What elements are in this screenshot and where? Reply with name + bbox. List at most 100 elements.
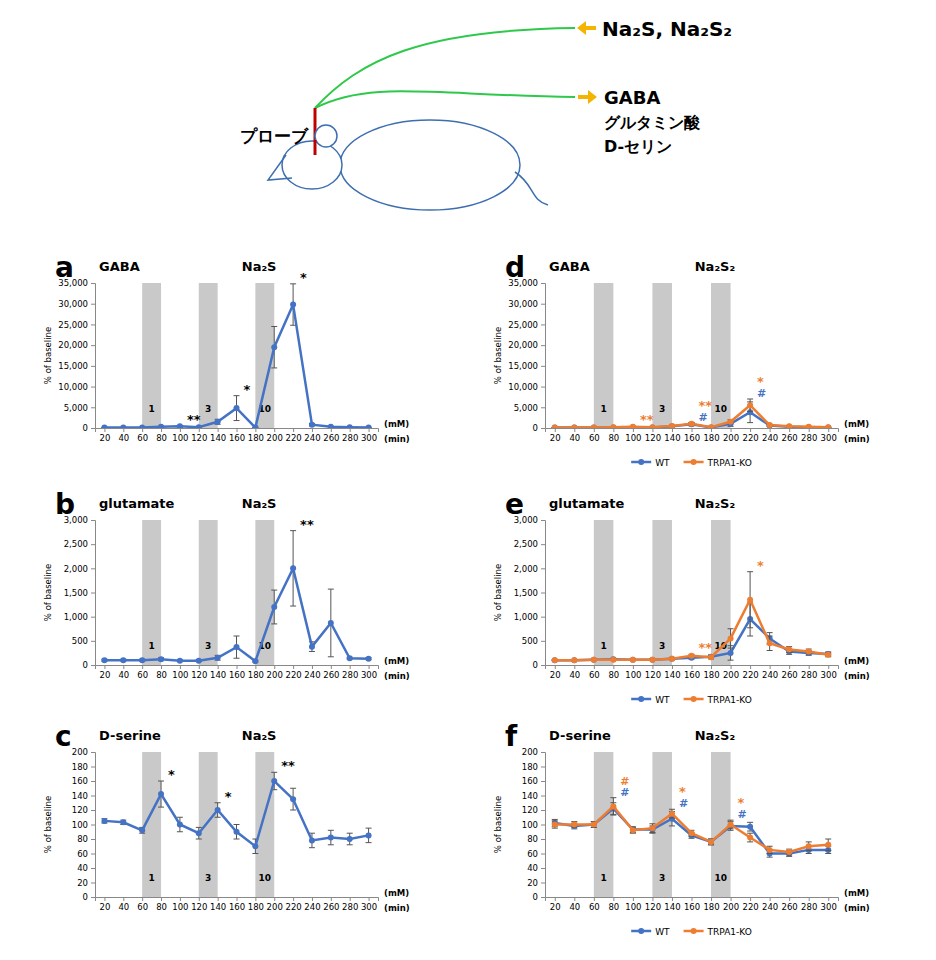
series	[552, 402, 831, 428]
y-tick-label: 0	[533, 660, 538, 670]
y-tick: 100	[72, 820, 95, 830]
x-tick: 120	[645, 665, 661, 680]
x-tick-label: 60	[137, 433, 148, 443]
y-tick-label: 160	[72, 776, 88, 786]
error-bar	[328, 589, 334, 657]
error-bar	[290, 531, 296, 606]
x-tick-label: 280	[801, 902, 817, 912]
y-tick-label: 60	[77, 849, 88, 859]
series-line	[555, 600, 828, 660]
input-label: Na₂S, Na₂S₂	[602, 17, 732, 41]
x-tick: 160	[684, 665, 700, 680]
x-tick: 260	[323, 428, 339, 443]
error-bar	[728, 646, 734, 661]
x-tick: 180	[703, 897, 719, 912]
significance: *	[225, 789, 232, 804]
point	[177, 658, 183, 664]
x-tick-label: 280	[801, 670, 817, 680]
error-bar	[271, 590, 277, 624]
error-bar-cap	[649, 833, 655, 834]
y-axis-title: % of baseline	[493, 327, 503, 384]
x-tick-mark	[574, 428, 575, 432]
bands: 1310	[142, 283, 274, 428]
x-axis: 2040608010012014016018020022024026028030…	[96, 665, 379, 680]
y-tick-label: 180	[72, 762, 88, 772]
band	[199, 752, 218, 897]
x-tick: 80	[608, 665, 619, 680]
y-tick-label: 1,000	[64, 612, 88, 622]
x-tick: 160	[229, 428, 245, 443]
x-tick: 40	[569, 897, 580, 912]
y-tick-mark	[541, 767, 545, 768]
band-unit: (mM)	[844, 888, 869, 898]
x-tick-label: 40	[118, 433, 129, 443]
x-tick-label: 300	[821, 433, 837, 443]
error-bar-cap	[234, 636, 240, 637]
error-bar-cap	[610, 797, 616, 798]
marks	[101, 772, 371, 853]
x-tick: 180	[248, 665, 264, 680]
x-tick: 240	[762, 665, 778, 680]
band-label: 3	[205, 873, 211, 883]
x-tick-label: 120	[645, 433, 661, 443]
legend-label: WT	[655, 458, 670, 468]
band-label: 10	[259, 873, 272, 883]
x-tick: 40	[118, 897, 129, 912]
x-axis: 2040608010012014016018020022024026028030…	[96, 897, 379, 912]
band-label: 3	[205, 404, 211, 414]
y-tick-label: 10,000	[58, 382, 88, 392]
x-tick-mark	[312, 665, 313, 669]
x-tick-label: 40	[569, 670, 580, 680]
x-tick: 280	[801, 428, 817, 443]
x-tick-mark	[711, 428, 712, 432]
x-tick-mark	[237, 665, 238, 669]
y-tick-mark	[541, 752, 545, 753]
x-tick-label: 300	[361, 902, 377, 912]
x-tick-label: 100	[172, 670, 188, 680]
point	[120, 819, 126, 825]
y-tick-mark	[541, 283, 545, 284]
y-tick-label: 40	[77, 863, 88, 873]
y-tick-label: 2,500	[64, 539, 88, 549]
error-bar-cap	[328, 589, 334, 590]
y-tick-label: 20,000	[58, 340, 88, 350]
x-tick: 200	[723, 428, 739, 443]
significance: *	[300, 270, 307, 285]
y-tick-mark	[541, 428, 545, 429]
point	[591, 822, 597, 828]
x-tick: 20	[100, 665, 111, 680]
point	[552, 657, 558, 663]
y-tick-mark	[91, 897, 95, 898]
y-tick-mark	[91, 544, 95, 545]
x-tick-mark	[161, 897, 162, 901]
x-tick-mark	[142, 428, 143, 432]
y-tick-mark	[541, 345, 545, 346]
point	[786, 849, 792, 855]
x-tick: 80	[156, 897, 167, 912]
y-tick-label: 80	[527, 834, 538, 844]
error-bar-cap	[806, 850, 812, 851]
point	[767, 847, 773, 853]
y-tick-label: 15,000	[508, 361, 538, 371]
x-tick-mark	[750, 897, 751, 901]
x-tick-mark	[555, 665, 556, 669]
error-bar-cap	[234, 824, 240, 825]
point	[708, 424, 714, 428]
series-line	[555, 619, 828, 660]
error-bar-cap	[747, 422, 753, 423]
point	[552, 657, 558, 663]
x-tick-label: 280	[342, 902, 358, 912]
x-tick: 240	[762, 428, 778, 443]
x-tick-mark	[633, 428, 634, 432]
x-tick: 160	[229, 665, 245, 680]
y-axis-line	[91, 753, 96, 898]
x-axis: 2040608010012014016018020022024026028030…	[96, 428, 379, 443]
error-bar-cap	[271, 326, 277, 327]
x-tick: 140	[664, 897, 680, 912]
y-axis-line	[541, 521, 546, 666]
band-label: 1	[148, 404, 154, 414]
x-tick-label: 240	[304, 433, 320, 443]
y-tick: 140	[72, 791, 95, 801]
x-tick: 40	[118, 665, 129, 680]
x-axis: 2040608010012014016018020022024026028030…	[546, 897, 839, 912]
